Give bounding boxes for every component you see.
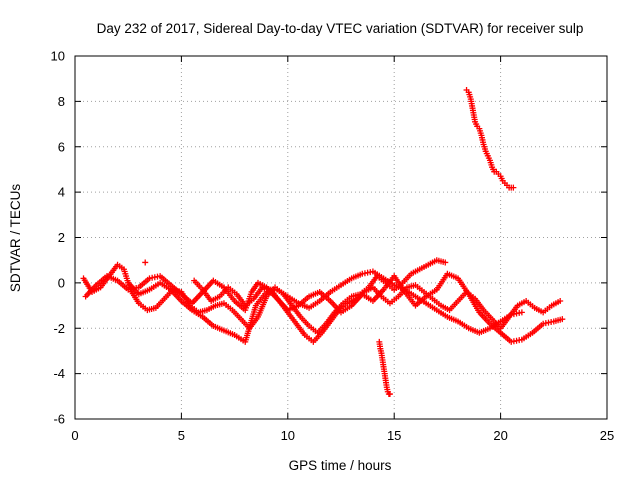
series-track-d: [125, 268, 525, 345]
data-point: [142, 259, 149, 266]
series-track-e: [463, 87, 517, 191]
data-point: [518, 309, 525, 316]
chart-title: Day 232 of 2017, Sidereal Day-to-day VTE…: [97, 21, 584, 36]
y-axis-label: SDTVAR / TECUs: [8, 184, 23, 293]
y-tick-label: 10: [51, 49, 65, 64]
data-point: [510, 184, 517, 191]
y-tick-label: 8: [58, 94, 65, 109]
data-point: [557, 298, 564, 305]
axis-ticks: 0 5 10 15 20 25 -6 -4 -2 0 2 4 6 8 10: [51, 49, 615, 444]
x-tick-label: 10: [281, 428, 295, 443]
y-tick-label: -6: [53, 412, 65, 427]
y-tick-label: 2: [58, 230, 65, 245]
x-tick-label: 20: [493, 428, 507, 443]
x-tick-label: 15: [387, 428, 401, 443]
data-points: [80, 87, 566, 398]
data-point: [386, 391, 393, 398]
y-tick-label: 4: [58, 185, 65, 200]
x-tick-label: 5: [178, 428, 185, 443]
series-outlier: [142, 259, 149, 266]
x-axis-label: GPS time / hours: [289, 458, 392, 473]
series-track-f: [376, 338, 393, 398]
grid-lines: [75, 56, 607, 419]
y-tick-label: -2: [53, 321, 65, 336]
data-point: [442, 259, 449, 266]
x-tick-label: 0: [71, 428, 78, 443]
y-tick-label: 6: [58, 139, 65, 154]
y-tick-label: 0: [58, 275, 65, 290]
x-tick-label: 25: [600, 428, 614, 443]
y-tick-label: -4: [53, 366, 65, 381]
data-point: [559, 316, 566, 323]
